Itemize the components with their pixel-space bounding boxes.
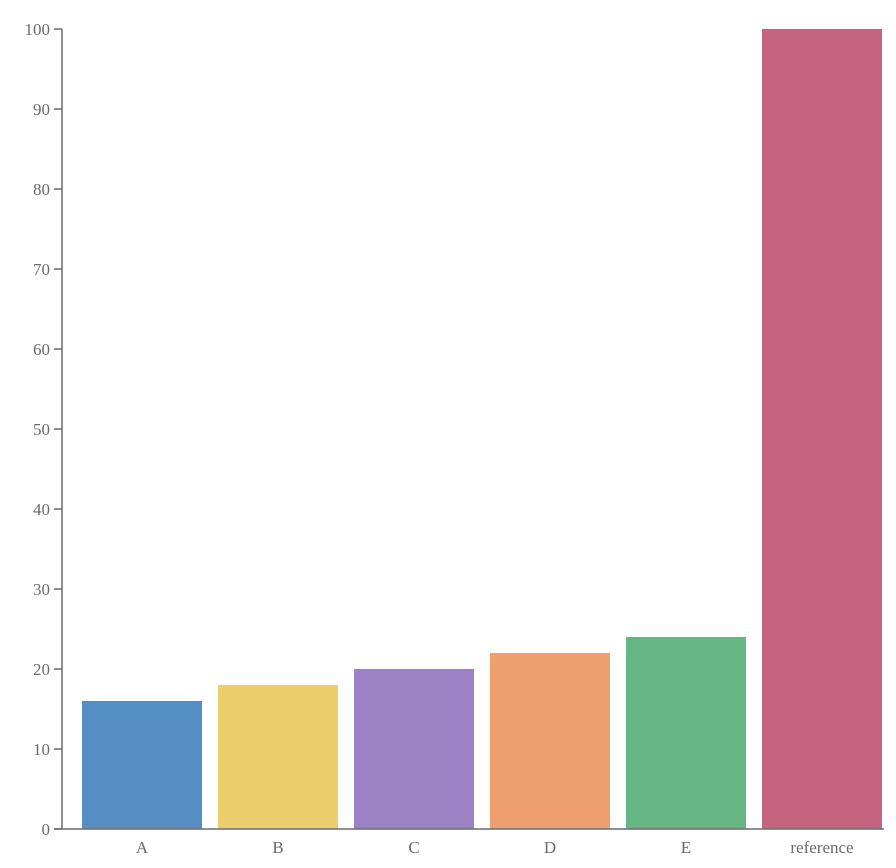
y-axis: 0 10 20 30 40 50 60 70 80 90 100 [25,20,63,839]
y-tick-label: 40 [33,500,50,519]
y-tick-label: 100 [25,20,51,39]
bar-b [218,685,338,829]
bar-e [626,637,746,829]
x-tick-label: A [136,838,149,857]
x-tick-label: B [272,838,283,857]
x-tick-label: reference [790,838,853,857]
y-tick-label: 20 [33,660,50,679]
y-tick-label: 60 [33,340,50,359]
bar-c [354,669,474,829]
y-tick-label: 80 [33,180,50,199]
bar-reference [762,29,882,829]
x-tick-label: D [544,838,556,857]
y-tick-label: 10 [33,740,50,759]
x-tick-label: C [408,838,419,857]
x-tick-label: E [681,838,691,857]
y-tick-label: 90 [33,100,50,119]
bar-a [82,701,202,829]
y-tick-label: 50 [33,420,50,439]
y-tick-label: 70 [33,260,50,279]
y-tick-label: 30 [33,580,50,599]
bars-group [82,29,882,829]
y-tick-label: 0 [42,820,51,839]
bar-d [490,653,610,829]
